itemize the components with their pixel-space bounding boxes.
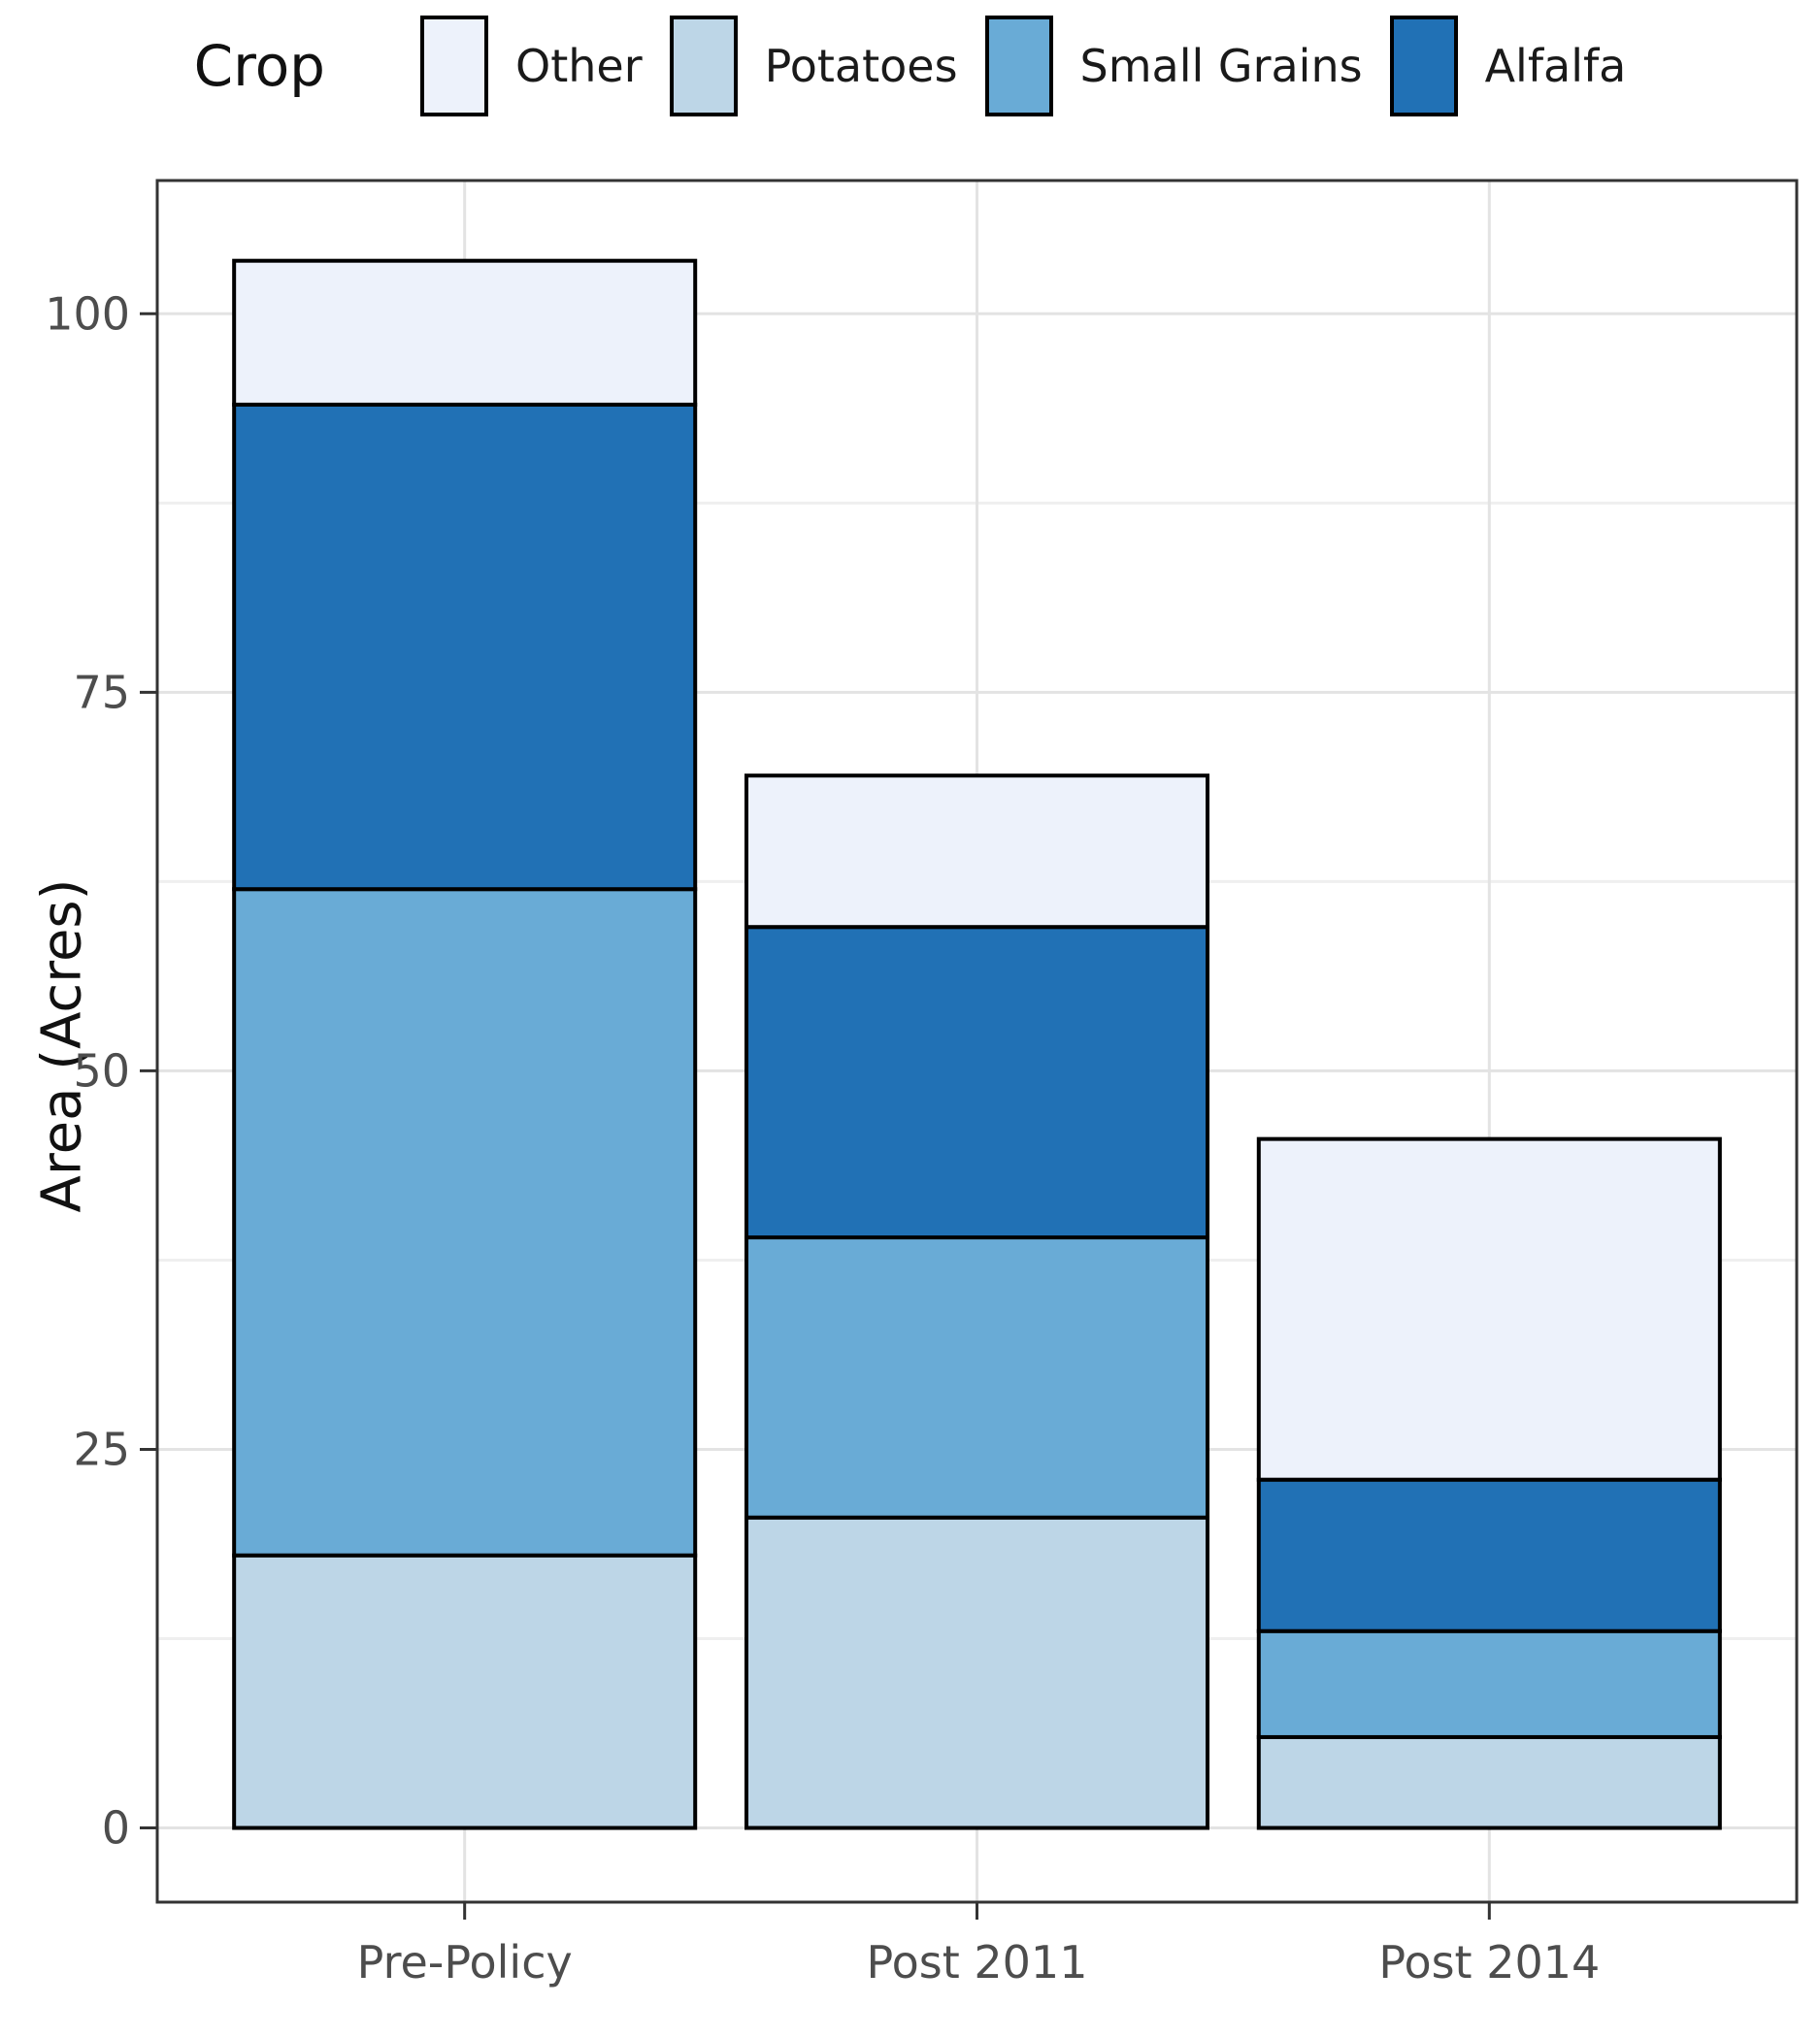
legend-label-potatoes: Potatoes [764, 40, 958, 92]
bar-segment-post-2014-small-grains [1256, 1628, 1722, 1739]
legend-swatch-potatoes [669, 16, 738, 116]
bar-segment-pre-policy-alfalfa [232, 402, 698, 892]
legend-swatch-other [420, 16, 488, 116]
bar-segment-pre-policy-potatoes [232, 1553, 698, 1830]
legend-swatch-small-grains [984, 16, 1053, 116]
legend-title: Crop [193, 33, 325, 99]
legend-label-small-grains: Small Grains [1079, 40, 1363, 92]
bar-segment-post-2014-potatoes [1256, 1734, 1722, 1830]
legend-swatch-alfalfa [1389, 16, 1458, 116]
bar-segment-pre-policy-other [232, 258, 698, 407]
legend-item-other: Other [420, 16, 643, 116]
bar-segment-pre-policy-small-grains [232, 887, 698, 1558]
legend-item-alfalfa: Alfalfa [1389, 16, 1627, 116]
bar-segment-post-2011-other [744, 773, 1210, 930]
bar-segment-post-2014-alfalfa [1256, 1477, 1722, 1633]
x-tick-label-post-2011: Post 2011 [867, 1936, 1088, 1989]
y-tick-label-75: 75 [73, 666, 130, 718]
legend-item-small-grains: Small Grains [984, 16, 1363, 116]
y-tick-label-0: 0 [102, 1802, 130, 1855]
x-tick-label-post-2014: Post 2014 [1378, 1936, 1600, 1989]
legend-label-alfalfa: Alfalfa [1484, 40, 1627, 92]
y-tick-label-50: 50 [73, 1044, 130, 1097]
legend-label-other: Other [515, 40, 643, 92]
y-tick-label-100: 100 [45, 287, 130, 340]
y-tick-label-25: 25 [73, 1423, 130, 1475]
x-tick-label-pre-policy: Pre-Policy [357, 1936, 573, 1989]
bar-segment-post-2011-small-grains [744, 1235, 1210, 1520]
bar-segment-post-2011-alfalfa [744, 925, 1210, 1240]
legend: Crop Other Potatoes Small Grains Alfalfa [0, 16, 1820, 116]
bar-segment-post-2014-other [1256, 1136, 1722, 1482]
legend-item-potatoes: Potatoes [669, 16, 958, 116]
bar-segment-post-2011-potatoes [744, 1515, 1210, 1830]
